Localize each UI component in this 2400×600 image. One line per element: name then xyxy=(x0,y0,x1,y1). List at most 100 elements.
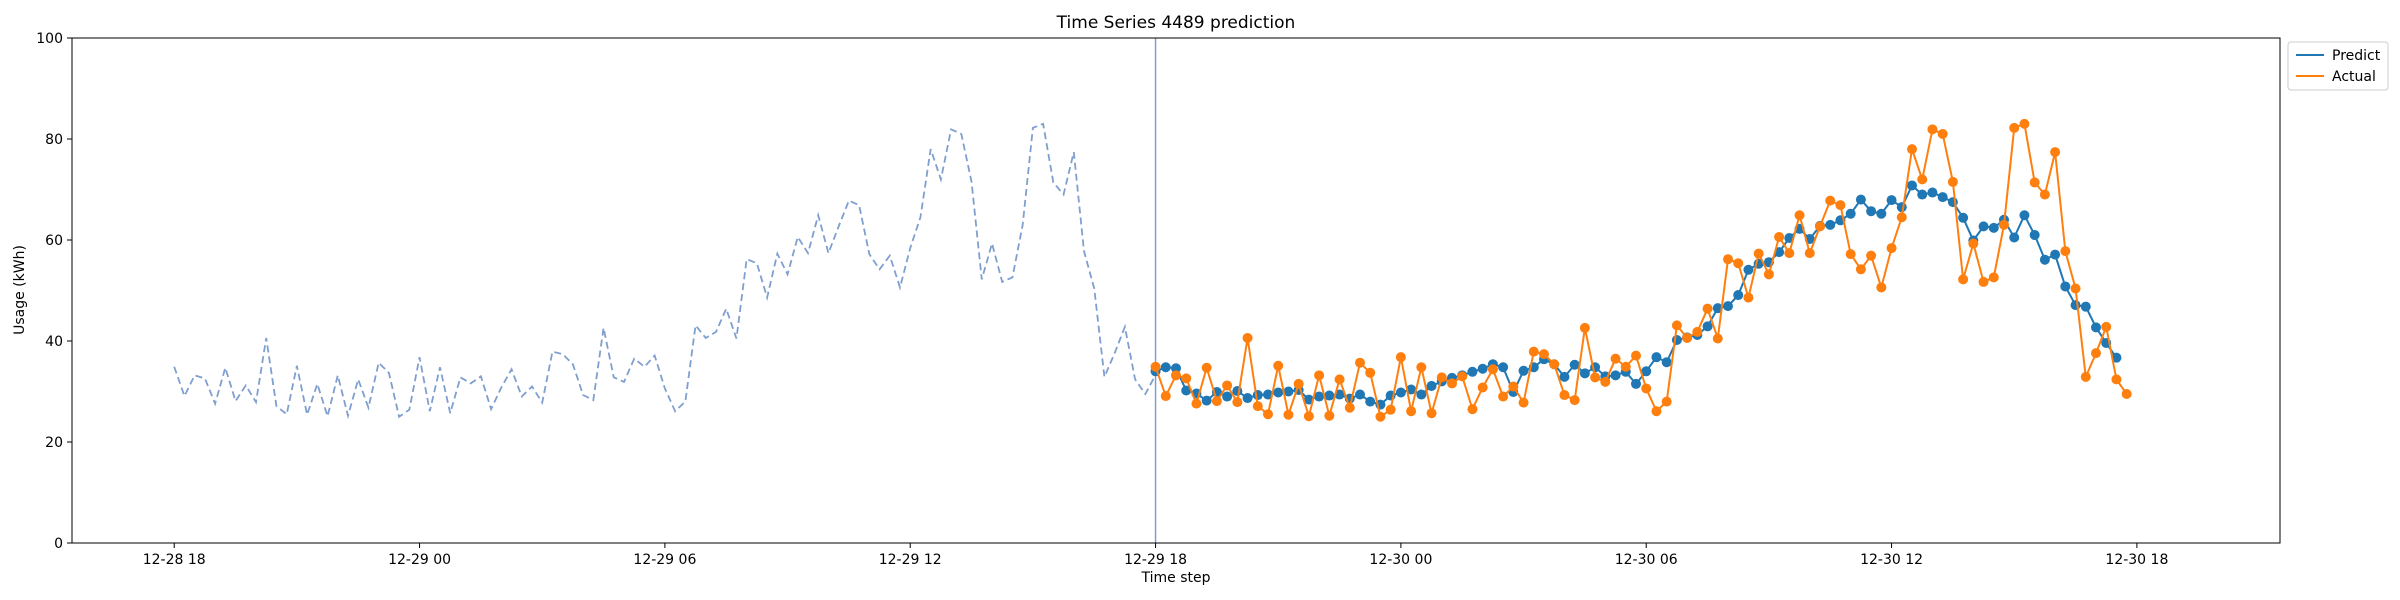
x-tick-label: 12-29 00 xyxy=(388,552,451,568)
point-predict xyxy=(2050,249,2061,260)
point-actual xyxy=(1324,410,1335,421)
x-tick-label: 12-29 06 xyxy=(633,552,696,568)
point-actual xyxy=(1355,357,1365,368)
point-actual xyxy=(1518,397,1529,408)
point-actual xyxy=(1876,282,1887,293)
y-tick-label: 80 xyxy=(45,132,63,148)
point-predict xyxy=(2019,210,2030,221)
point-actual xyxy=(1702,303,1713,314)
point-predict xyxy=(1416,389,1427,400)
point-actual xyxy=(1559,390,1570,401)
point-predict xyxy=(1242,393,1253,404)
y-axis-label: Usage (kWh) xyxy=(12,245,28,335)
point-predict xyxy=(1559,371,1570,382)
point-actual xyxy=(1211,396,1222,407)
point-actual xyxy=(1344,402,1355,413)
point-predict xyxy=(2039,254,2050,265)
point-actual xyxy=(1181,373,1192,384)
point-actual xyxy=(1406,406,1417,417)
point-actual xyxy=(2019,118,2030,129)
point-predict xyxy=(1702,321,1713,332)
point-actual xyxy=(1191,398,1202,409)
point-actual xyxy=(1201,362,1212,373)
point-actual xyxy=(1222,380,1233,391)
point-actual xyxy=(1753,248,1764,259)
point-actual xyxy=(2009,122,2020,133)
point-predict xyxy=(1518,365,1529,376)
point-actual xyxy=(1825,195,1836,206)
point-predict xyxy=(1569,359,1580,370)
point-actual xyxy=(1815,221,1825,232)
point-actual xyxy=(2101,321,2112,332)
point-predict xyxy=(1222,391,1233,402)
point-actual xyxy=(1273,360,1284,371)
point-actual xyxy=(2050,147,2061,158)
x-tick-label: 12-28 18 xyxy=(143,552,206,568)
point-predict xyxy=(1825,219,1836,230)
point-actual xyxy=(1447,378,1457,389)
point-actual xyxy=(1334,374,1345,385)
point-actual xyxy=(1498,391,1509,402)
point-predict xyxy=(2080,301,2091,312)
point-actual xyxy=(1395,352,1406,363)
point-actual xyxy=(2091,348,2101,359)
point-predict xyxy=(1733,290,1744,301)
point-actual xyxy=(1508,381,1519,392)
point-actual xyxy=(1978,276,1989,287)
point-actual xyxy=(1610,353,1621,364)
point-actual xyxy=(1426,408,1437,419)
point-actual xyxy=(1600,376,1611,387)
point-actual xyxy=(1651,406,1662,417)
history-line xyxy=(173,122,1157,420)
point-predict xyxy=(1171,363,1181,374)
point-actual xyxy=(1242,332,1253,343)
point-predict xyxy=(1498,362,1509,373)
point-actual xyxy=(1999,219,2009,230)
point-actual xyxy=(1477,382,1488,393)
point-actual xyxy=(1232,397,1243,408)
point-predict xyxy=(1426,380,1437,391)
point-actual xyxy=(1171,370,1181,381)
point-actual xyxy=(1293,378,1304,389)
point-predict xyxy=(1610,370,1621,381)
x-tick-label: 12-30 00 xyxy=(1369,552,1432,568)
point-actual xyxy=(1569,395,1580,406)
point-actual xyxy=(1590,372,1601,383)
y-axis: 0 20 40 60 80 100 xyxy=(36,31,72,552)
point-actual xyxy=(1385,404,1396,415)
point-actual xyxy=(1907,144,1917,155)
point-predict xyxy=(1988,222,1999,233)
point-actual xyxy=(2111,374,2122,385)
point-predict xyxy=(1937,192,1948,203)
point-predict xyxy=(1579,368,1590,379)
point-actual xyxy=(1263,409,1273,420)
point-predict xyxy=(1958,212,1969,223)
point-actual xyxy=(1314,370,1325,381)
point-actual xyxy=(1528,346,1539,357)
point-actual xyxy=(1682,332,1693,343)
point-predict xyxy=(1723,301,1733,312)
y-tick-label: 100 xyxy=(36,31,63,47)
y-tick-label: 0 xyxy=(54,536,63,552)
point-predict xyxy=(2091,322,2101,333)
y-tick-label: 40 xyxy=(45,334,63,350)
x-tick-label: 12-29 12 xyxy=(879,552,942,568)
point-actual xyxy=(1958,274,1969,285)
point-actual xyxy=(1671,320,1682,331)
point-predict xyxy=(1641,366,1652,377)
point-predict xyxy=(1201,395,1212,406)
point-predict xyxy=(1927,187,1938,198)
point-actual xyxy=(1365,367,1376,378)
point-predict xyxy=(1876,208,1887,219)
point-predict xyxy=(1671,334,1682,345)
point-predict xyxy=(1855,194,1866,205)
point-actual xyxy=(1631,350,1641,361)
point-predict xyxy=(1947,197,1958,208)
y-tick-label: 60 xyxy=(45,233,63,249)
point-predict xyxy=(1477,363,1488,374)
point-predict xyxy=(1907,180,1917,191)
point-predict xyxy=(1283,386,1294,397)
point-predict xyxy=(2070,300,2081,311)
point-predict xyxy=(1866,206,1877,217)
point-predict xyxy=(1324,390,1335,401)
